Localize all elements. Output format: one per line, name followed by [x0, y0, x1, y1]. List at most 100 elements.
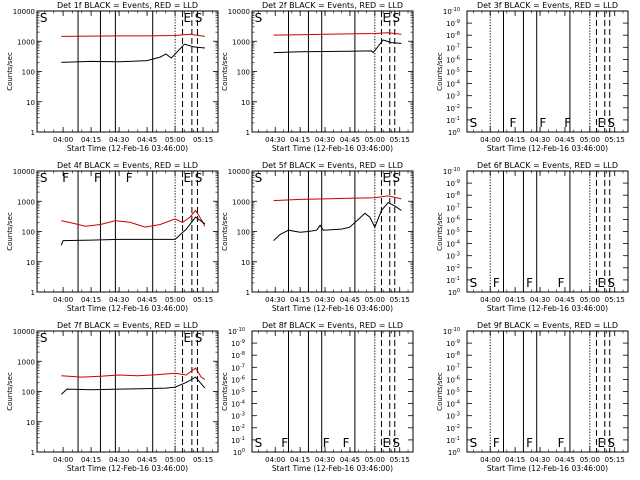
y-tick-label: 10-4	[231, 400, 245, 409]
x-tick-label: 05:15	[605, 136, 625, 144]
x-tick-label: 05:15	[193, 296, 213, 304]
segment-label: S	[607, 116, 615, 130]
x-tick-label: 05:15	[605, 296, 625, 304]
y-tick-label: 1	[31, 129, 35, 137]
y-tick-label: 1	[246, 289, 250, 297]
series-line-events	[273, 39, 402, 54]
y-tick-label: 10000	[228, 168, 250, 176]
x-axis-label: Start Time (12-Feb-16 03:46:00)	[272, 304, 393, 313]
y-tick-label: 10-5	[446, 388, 460, 397]
segment-label: S	[255, 171, 263, 185]
series-line-events	[60, 216, 206, 246]
segment-label: E	[184, 331, 192, 345]
x-tick-label: 04:15	[505, 456, 525, 464]
plot-frame	[466, 170, 629, 293]
y-tick-label: 10000	[13, 168, 35, 176]
x-tick-label: 05:15	[390, 456, 410, 464]
x-tick-label: 04:00	[480, 136, 500, 144]
y-tick-label: 1	[31, 449, 35, 457]
series-line-events	[61, 43, 205, 63]
plot-frame	[36, 10, 219, 133]
segment-label: S	[392, 436, 400, 450]
x-tick-label: 04:45	[137, 136, 157, 144]
plot-frame	[466, 330, 629, 453]
y-tick-label: 10-3	[446, 412, 460, 421]
y-tick-label: 10-1	[231, 436, 245, 445]
y-tick-label: 10-7	[231, 363, 245, 372]
x-axis-label: Start Time (12-Feb-16 03:46:00)	[487, 144, 608, 153]
panel-title: Det 3f BLACK = Events, RED = LLD	[477, 1, 618, 10]
x-tick-label: 05:00	[580, 456, 600, 464]
x-tick-label: 04:15	[81, 456, 101, 464]
series-line-events	[273, 201, 402, 241]
y-tick-label: 10	[26, 259, 35, 267]
y-tick-label: 10-7	[446, 363, 460, 372]
x-tick-label: 04:15	[81, 136, 101, 144]
x-tick-label: 05:00	[365, 296, 385, 304]
y-tick-label: 10-9	[231, 339, 245, 348]
x-axis-label: Start Time (12-Feb-16 03:46:00)	[272, 464, 393, 473]
x-tick-label: 04:00	[480, 456, 500, 464]
x-tick-label: 05:15	[193, 136, 213, 144]
x-tick-label: 04:45	[340, 136, 360, 144]
y-tick-label: 10-8	[231, 351, 245, 360]
y-tick-label: 10-9	[446, 339, 460, 348]
x-tick-label: 04:30	[265, 296, 285, 304]
x-tick-label: 04:30	[109, 136, 129, 144]
x-tick-label: 04:45	[340, 296, 360, 304]
segment-label: F	[564, 116, 571, 130]
y-tick-label: 1000	[17, 358, 35, 366]
panel-title: Det 6f BLACK = Events, RED = LLD	[477, 161, 618, 170]
y-tick-label: 10-3	[446, 252, 460, 261]
segment-label: E	[597, 116, 605, 130]
detector-panel: Det 9f BLACK = Events, RED = LLD 100 10-1 1…	[436, 321, 629, 473]
y-tick-label: 1000	[17, 38, 35, 46]
plot-frame	[251, 330, 414, 453]
segment-label: F	[509, 116, 516, 130]
y-axis-label: Counts/sec	[436, 372, 444, 411]
y-tick-label: 100	[448, 448, 460, 457]
segment-label: S	[195, 331, 203, 345]
segment-label: F	[493, 276, 500, 290]
y-tick-label: 1	[246, 129, 250, 137]
plot-frame	[36, 170, 219, 293]
y-axis-label: Counts/sec	[6, 52, 14, 91]
y-axis-label: Counts/sec	[6, 212, 14, 251]
x-tick-label: 05:15	[193, 456, 213, 464]
x-tick-label: 04:15	[81, 296, 101, 304]
segment-label: F	[323, 436, 330, 450]
x-axis-label: Start Time (12-Feb-16 03:46:00)	[487, 464, 608, 473]
y-tick-label: 10-10	[443, 7, 460, 16]
x-tick-label: 04:00	[265, 456, 285, 464]
segment-label: S	[255, 436, 263, 450]
y-tick-label: 100	[448, 128, 460, 137]
segment-label: S	[40, 331, 48, 345]
segment-label: F	[526, 436, 533, 450]
segment-label: S	[392, 171, 400, 185]
x-axis-label: Start Time (12-Feb-16 03:46:00)	[67, 464, 188, 473]
x-tick-label: 04:15	[505, 136, 525, 144]
series-line-lld	[61, 209, 206, 228]
y-tick-label: 10	[241, 259, 250, 267]
y-tick-label: 10000	[13, 8, 35, 16]
panel-title: Det 7f BLACK = Events, RED = LLD	[57, 321, 198, 330]
y-tick-label: 100	[22, 389, 35, 397]
segment-label: S	[607, 276, 615, 290]
y-tick-label: 1000	[232, 198, 250, 206]
y-tick-label: 10-1	[446, 116, 460, 125]
y-tick-label: 10-6	[231, 375, 245, 384]
y-tick-label: 10-5	[231, 388, 245, 397]
plot-frame	[251, 10, 414, 133]
x-tick-label: 04:00	[480, 296, 500, 304]
segment-label: F	[558, 436, 565, 450]
x-tick-label: 04:00	[53, 296, 73, 304]
x-tick-label: 04:30	[315, 136, 335, 144]
segment-label: F	[62, 171, 69, 185]
segment-label: S	[470, 116, 478, 130]
x-tick-label: 04:15	[290, 456, 310, 464]
x-tick-label: 04:30	[530, 456, 550, 464]
x-tick-label: 04:00	[53, 456, 73, 464]
panel-title: Det 1f BLACK = Events, RED = LLD	[57, 1, 198, 10]
y-tick-label: 10-10	[443, 327, 460, 336]
y-tick-label: 10-6	[446, 55, 460, 64]
